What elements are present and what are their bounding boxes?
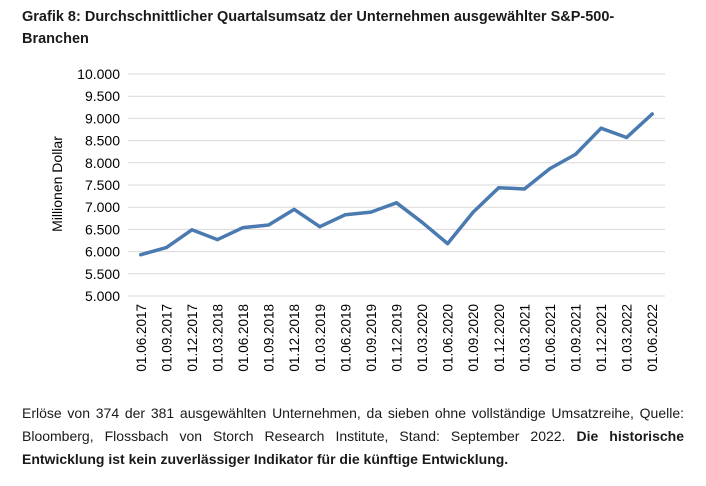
data-point: [522, 187, 526, 191]
x-tick-label: 01.03.2022: [620, 304, 635, 372]
x-tick-label: 01.06.2020: [441, 304, 456, 372]
x-tick-label: 01.03.2021: [517, 304, 532, 372]
y-tick-label: 9.000: [85, 110, 120, 126]
data-point: [446, 242, 450, 246]
y-tick-label: 6.500: [85, 221, 120, 237]
y-tick-label: 9.500: [85, 88, 120, 104]
x-tick-label: 01.09.2017: [159, 304, 174, 372]
line-chart: 5.000 5.500 6.000 6.500 7.000 7.500 8.000 8.500…: [49, 66, 665, 372]
data-point: [369, 210, 373, 214]
x-tick-label: 01.03.2019: [313, 304, 328, 372]
data-point: [650, 112, 654, 116]
chart-title: Grafik 8: Durchschnittlicher Quartalsums…: [22, 9, 615, 47]
series-line: [139, 112, 654, 257]
data-point: [471, 210, 475, 214]
x-tick-label: 01.09.2021: [569, 304, 584, 372]
data-point: [420, 220, 424, 224]
data-point: [215, 238, 220, 242]
y-tick-label: 6.000: [85, 244, 120, 260]
y-axis-label: Millionen Dollar: [49, 136, 65, 232]
x-tick-label: 01.09.2018: [262, 304, 277, 372]
x-tick-label: 01.12.2018: [287, 304, 302, 372]
footnote: Erlöse von 374 der 381 ausgewählten Unte…: [22, 402, 684, 471]
y-tick-label: 7.000: [85, 199, 120, 215]
series-line-group: [139, 112, 654, 257]
data-point: [497, 186, 501, 190]
x-tick-label: 01.06.2022: [645, 304, 660, 372]
data-point: [573, 152, 578, 156]
data-point: [599, 126, 603, 130]
x-tick-label: 01.06.2018: [236, 304, 251, 372]
data-point: [139, 253, 143, 257]
data-point: [318, 225, 322, 229]
x-axis: 01.06.2017 01.09.2017 01.12.2017 01.03.2018…: [134, 304, 660, 372]
data-point: [625, 135, 629, 140]
x-tick-label: 01.12.2019: [390, 304, 405, 372]
x-tick-label: 01.12.2021: [594, 304, 609, 372]
data-point: [394, 201, 399, 205]
data-point: [164, 246, 168, 250]
x-tick-label: 01.09.2019: [364, 304, 379, 372]
data-point: [343, 213, 347, 217]
data-point: [241, 226, 245, 230]
x-tick-label: 01.06.2021: [543, 304, 558, 372]
footnote-text: Erlöse von 374 der 381 ausgewählten Unte…: [22, 405, 684, 444]
data-point: [267, 223, 271, 227]
x-tick-label: 01.12.2020: [492, 304, 507, 372]
x-tick-label: 01.03.2018: [211, 304, 226, 372]
x-tick-label: 01.03.2020: [415, 304, 430, 372]
y-tick-label: 5.000: [85, 288, 120, 304]
x-tick-label: 01.06.2017: [134, 304, 149, 372]
y-tick-label: 8.500: [85, 133, 120, 149]
data-point: [548, 166, 552, 171]
y-tick-label: 10.000: [77, 66, 120, 82]
y-tick-label: 7.500: [85, 177, 120, 193]
y-tick-label: 5.500: [85, 266, 120, 282]
x-tick-label: 01.12.2017: [185, 304, 200, 372]
footnote-disclaimer: Die historische Entwicklung ist kein zuv…: [22, 428, 684, 467]
x-tick-label: 01.06.2019: [338, 304, 353, 372]
data-point: [190, 228, 194, 232]
gridlines: [128, 73, 665, 297]
y-axis: 5.000 5.500 6.000 6.500 7.000 7.500 8.000 8.500…: [77, 66, 120, 304]
data-point: [292, 207, 296, 212]
x-tick-label: 01.09.2020: [466, 304, 481, 372]
y-tick-label: 8.000: [85, 155, 120, 171]
